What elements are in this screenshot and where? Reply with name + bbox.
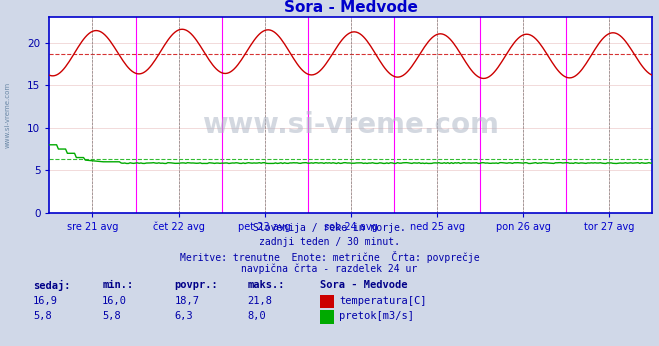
Text: maks.:: maks.: [247, 280, 285, 290]
Text: temperatura[C]: temperatura[C] [339, 296, 427, 306]
Text: navpična črta - razdelek 24 ur: navpična črta - razdelek 24 ur [241, 264, 418, 274]
Text: sedaj:: sedaj: [33, 280, 71, 291]
Text: 16,0: 16,0 [102, 296, 127, 306]
Text: 18,7: 18,7 [175, 296, 200, 306]
Text: zadnji teden / 30 minut.: zadnji teden / 30 minut. [259, 237, 400, 247]
Text: pretok[m3/s]: pretok[m3/s] [339, 311, 415, 321]
Text: 8,0: 8,0 [247, 311, 266, 321]
Text: povpr.:: povpr.: [175, 280, 218, 290]
Text: www.si-vreme.com: www.si-vreme.com [202, 111, 500, 139]
Text: Meritve: trenutne  Enote: metrične  Črta: povprečje: Meritve: trenutne Enote: metrične Črta: … [180, 251, 479, 263]
Text: Slovenija / reke in morje.: Slovenija / reke in morje. [253, 223, 406, 233]
Text: 5,8: 5,8 [102, 311, 121, 321]
Title: Sora - Medvode: Sora - Medvode [284, 0, 418, 15]
Text: Sora - Medvode: Sora - Medvode [320, 280, 407, 290]
Text: 21,8: 21,8 [247, 296, 272, 306]
Text: 5,8: 5,8 [33, 311, 51, 321]
Text: min.:: min.: [102, 280, 133, 290]
Text: www.si-vreme.com: www.si-vreme.com [5, 82, 11, 148]
Text: 16,9: 16,9 [33, 296, 58, 306]
Text: 6,3: 6,3 [175, 311, 193, 321]
